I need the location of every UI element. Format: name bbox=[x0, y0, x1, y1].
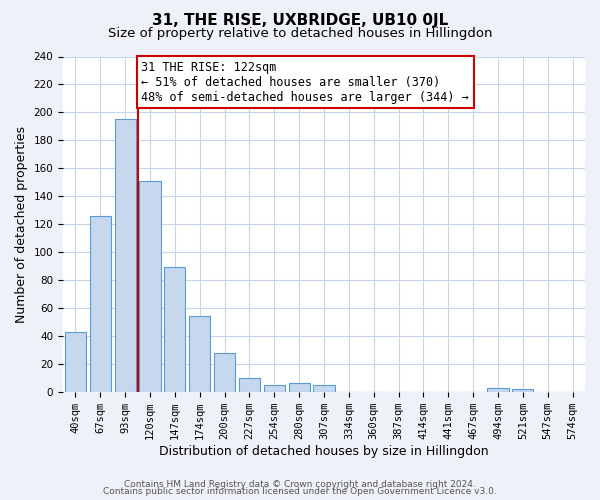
Bar bbox=[139, 181, 161, 392]
Text: Contains public sector information licensed under the Open Government Licence v3: Contains public sector information licen… bbox=[103, 487, 497, 496]
Bar bbox=[512, 389, 533, 392]
Text: 31 THE RISE: 122sqm
← 51% of detached houses are smaller (370)
48% of semi-detac: 31 THE RISE: 122sqm ← 51% of detached ho… bbox=[142, 60, 469, 104]
X-axis label: Distribution of detached houses by size in Hillingdon: Distribution of detached houses by size … bbox=[159, 444, 489, 458]
Text: Contains HM Land Registry data © Crown copyright and database right 2024.: Contains HM Land Registry data © Crown c… bbox=[124, 480, 476, 489]
Bar bbox=[65, 332, 86, 392]
Bar bbox=[189, 316, 210, 392]
Bar bbox=[264, 384, 285, 392]
Bar bbox=[214, 352, 235, 392]
Bar bbox=[239, 378, 260, 392]
Bar bbox=[164, 268, 185, 392]
Bar bbox=[115, 120, 136, 392]
Bar bbox=[313, 384, 335, 392]
Bar bbox=[289, 384, 310, 392]
Y-axis label: Number of detached properties: Number of detached properties bbox=[15, 126, 28, 322]
Text: 31, THE RISE, UXBRIDGE, UB10 0JL: 31, THE RISE, UXBRIDGE, UB10 0JL bbox=[152, 12, 448, 28]
Text: Size of property relative to detached houses in Hillingdon: Size of property relative to detached ho… bbox=[108, 28, 492, 40]
Bar bbox=[90, 216, 111, 392]
Bar bbox=[487, 388, 509, 392]
